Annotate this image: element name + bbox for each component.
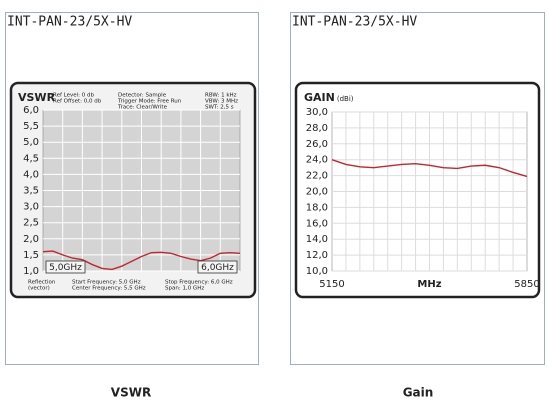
y-tick-label: 1,5 <box>23 250 39 261</box>
info-text: Trace: Clear/Write <box>117 105 168 111</box>
y-tick-label: 6,0 <box>23 105 39 116</box>
y-tick-label: 4,5 <box>23 153 39 164</box>
y-tick-label: 10,0 <box>306 266 328 277</box>
unit-label: (dBi) <box>337 95 354 103</box>
info-text: VBW: 3 MHz <box>205 99 238 105</box>
y-tick-label: 12,0 <box>306 250 328 261</box>
y-tick-label: 2,5 <box>23 218 39 229</box>
marker-label: 5,0GHz <box>49 263 82 273</box>
y-tick-label: 5,5 <box>23 121 39 132</box>
y-tick-label: 28,0 <box>306 123 328 134</box>
y-tick-label: 26,0 <box>306 139 328 150</box>
panel-header: INT-PAN-23/5X-HV <box>7 15 132 30</box>
y-tick-label: 18,0 <box>306 202 328 213</box>
x-tick-label: 5850 <box>514 279 539 290</box>
info-text: SWT: 2,5 s <box>205 105 234 111</box>
marker-box <box>197 260 238 274</box>
y-tick-label: 22,0 <box>306 171 328 182</box>
data-line <box>42 250 241 271</box>
y-tick-label: 3,5 <box>23 186 39 197</box>
info-text: Ref Level: 0 db <box>53 93 95 99</box>
footer-text: Span: 1,0 GHz <box>165 286 204 292</box>
info-text: Ref Offset: 0,0 db <box>53 99 102 105</box>
y-tick-label: 1,0 <box>23 266 39 277</box>
data-line <box>331 159 528 178</box>
chart-title: VSWR <box>18 91 56 104</box>
info-text: Detector: Sample <box>118 93 167 99</box>
marker-label: 6,0GHz <box>201 263 234 273</box>
info-text: Trigger Mode: Free Run <box>117 99 182 105</box>
caption: VSWR <box>111 386 151 400</box>
y-tick-label: 24,0 <box>306 155 328 166</box>
footer-text: (vector) <box>28 286 50 292</box>
y-tick-label: 5,0 <box>23 137 39 148</box>
y-tick-label: 2,0 <box>23 234 39 245</box>
panel-header: INT-PAN-23/5X-HV <box>292 15 417 30</box>
y-tick-label: 20,0 <box>306 187 328 198</box>
footer-text: Reflection <box>28 280 56 286</box>
footer-text: Start Frequency: 5,0 GHz <box>72 280 141 286</box>
caption: Gain <box>403 386 434 400</box>
y-tick-label: 16,0 <box>306 218 328 229</box>
footer-text: Stop Frequency: 6,0 GHz <box>165 280 233 286</box>
y-tick-label: 3,0 <box>23 202 39 213</box>
x-tick-label: 5150 <box>319 279 344 290</box>
y-tick-label: 4,0 <box>23 169 39 180</box>
footer-text: Center Frequency: 5,5 GHz <box>72 286 146 292</box>
y-tick-label: 14,0 <box>306 234 328 245</box>
marker-box <box>45 260 86 274</box>
x-axis-label: MHz <box>417 279 441 290</box>
chart-title: GAIN <box>304 91 335 104</box>
info-text: RBW: 1 kHz <box>205 93 237 99</box>
y-tick-label: 30,0 <box>306 107 328 118</box>
